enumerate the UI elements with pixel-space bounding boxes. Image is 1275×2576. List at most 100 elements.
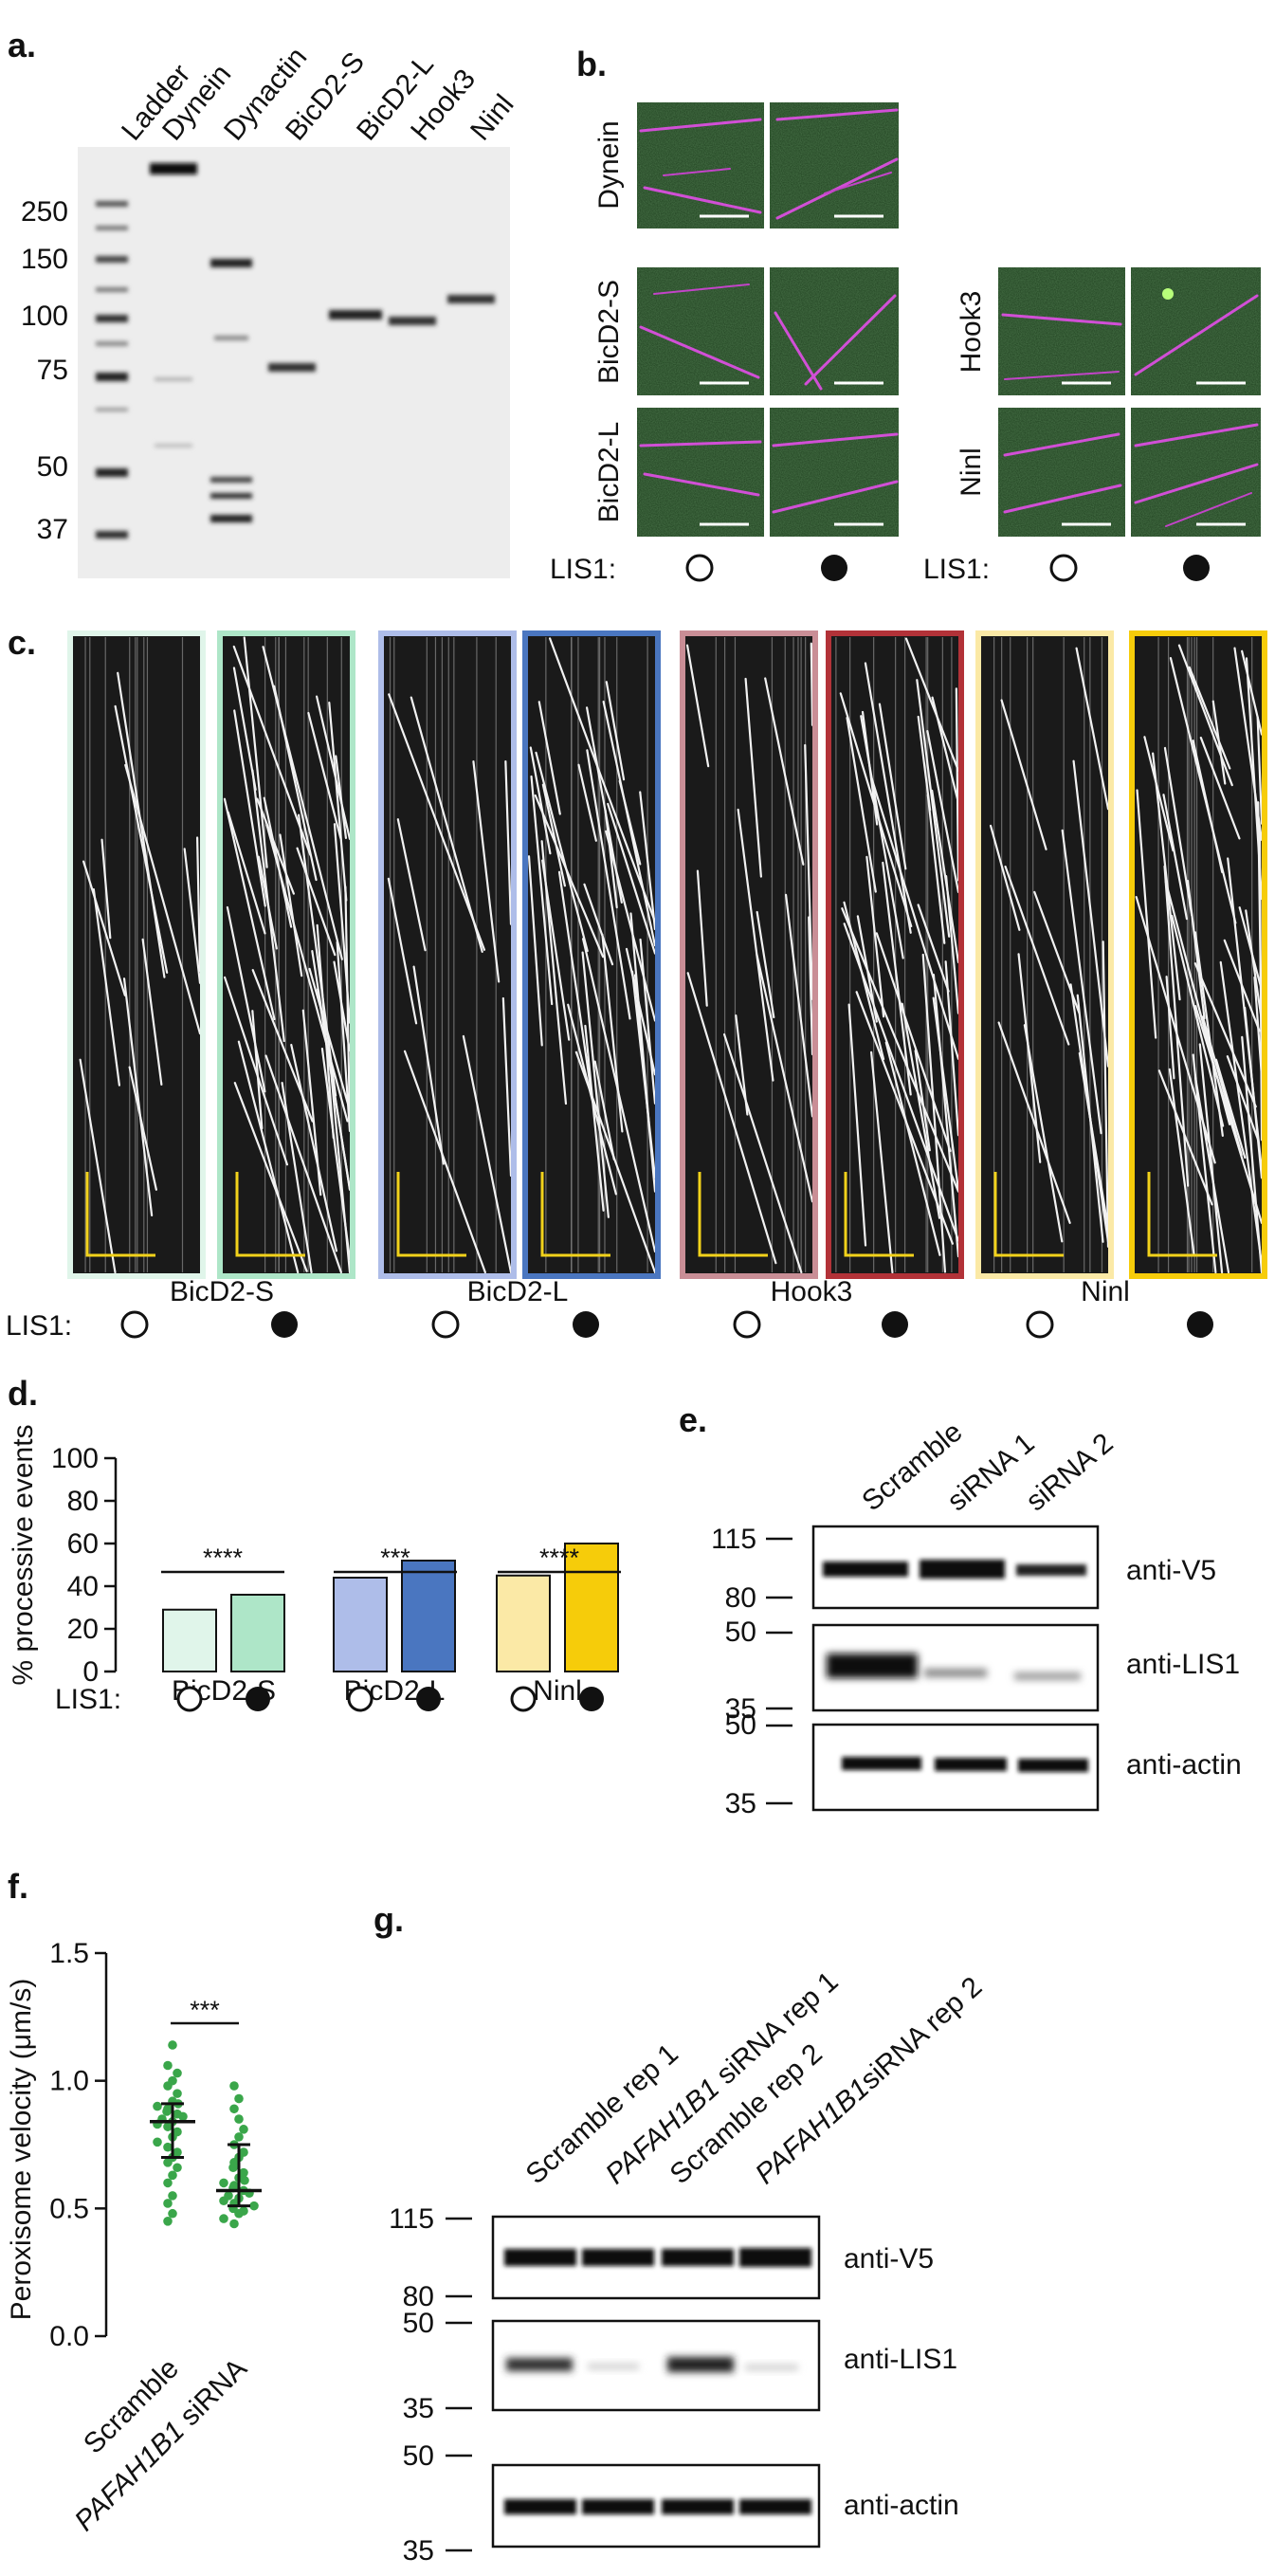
data-point [153, 2137, 162, 2147]
kymo-run [122, 977, 154, 1217]
lis1-absent-icon [120, 1310, 149, 1339]
kymo-run [396, 818, 427, 952]
antibody-label: anti-actin [844, 2490, 959, 2521]
kymograph-frame [680, 630, 818, 1279]
tirf-scale-bars [700, 214, 1246, 526]
kymo-run [387, 877, 418, 1025]
kymo-run [584, 1024, 605, 1212]
kymo-run [251, 769, 285, 1043]
kymo-run [1075, 647, 1110, 811]
kymo-run [297, 813, 337, 1097]
chart-category-label: Ninl [533, 1675, 582, 1707]
kymo-run [808, 916, 814, 1056]
kymo-run [914, 1050, 931, 1152]
kymo-run [605, 830, 657, 1022]
data-point [173, 2109, 182, 2119]
panel-f-label: f. [8, 1867, 28, 1906]
kymograph [70, 633, 203, 1276]
kymo-run [583, 883, 614, 966]
lis1-absent-icon [1026, 1310, 1054, 1339]
kymo-scale-bar [1147, 1172, 1217, 1257]
kymo-run [403, 1050, 486, 1274]
bar [333, 1577, 388, 1672]
lis1-present-icon [882, 1311, 908, 1338]
data-point [239, 2167, 248, 2178]
kymo-run [232, 645, 312, 856]
lis1-absent-icon [1049, 554, 1078, 582]
kymo-run [1165, 976, 1175, 1080]
kymo-run [336, 941, 352, 1133]
blot-mw-labels: 115 80 50 35 50 35 [711, 1524, 756, 1819]
mw-marker: 50 [725, 1617, 756, 1648]
kymographs [67, 630, 1267, 1279]
lis1-present-icon [416, 1687, 441, 1711]
kymo-run [412, 965, 445, 1165]
kymograph-frame [975, 630, 1114, 1279]
mw-marker: 50 [725, 1709, 756, 1741]
mw-marker: 80 [725, 1582, 756, 1614]
panel-e-label: e. [679, 1400, 707, 1439]
lis1-label: LIS1: [923, 554, 990, 585]
kymo-run [472, 760, 501, 983]
kymo-run [541, 783, 566, 887]
kymo-run [141, 938, 163, 1086]
mw-marker: 50 [403, 2440, 434, 2472]
kymo-run [1171, 914, 1225, 1127]
kymo-run [639, 938, 657, 1105]
data-point [168, 2208, 177, 2219]
kymo-group-label: BicD2-L [467, 1276, 569, 1307]
panel-e: e. Scramble siRNA 1 siRNA 2 [679, 1400, 1242, 1819]
kymo-run [344, 886, 352, 1125]
bar [496, 1574, 551, 1672]
kymo-run [625, 947, 657, 1076]
chart-y-axis: 0 20 40 60 80 100 [51, 1443, 118, 1688]
mw-marker: 50 [37, 451, 68, 483]
kymo-run [328, 702, 348, 902]
kymo-run [944, 960, 960, 1137]
kymo-run [1199, 736, 1241, 840]
y-tick-label: 1.0 [49, 2066, 89, 2097]
kymo-run [1017, 953, 1042, 1163]
kymo-run [686, 972, 777, 1265]
kymo-run [530, 775, 554, 1006]
data-point [163, 2217, 173, 2226]
kymo-run [784, 893, 814, 1118]
mw-marker: 50 [403, 2308, 434, 2339]
kymo-run [932, 996, 960, 1192]
kymo-run [870, 777, 960, 1060]
data-point [173, 2068, 182, 2078]
data-point [219, 2178, 228, 2188]
kymo-run [870, 1050, 894, 1274]
kymo-run [100, 838, 112, 940]
lis1-label: LIS1: [6, 1310, 72, 1342]
lis1-absent-icon [685, 554, 714, 582]
kymograph-frame [826, 630, 964, 1279]
kymo-run [227, 811, 266, 935]
kymo-run [117, 671, 166, 978]
mw-marker: 35 [403, 2393, 434, 2424]
mw-marker: 250 [21, 196, 68, 228]
data-point [173, 2127, 182, 2137]
kymo-run [1244, 1006, 1264, 1179]
panel-b: b. [550, 45, 1261, 585]
kymo-scale-bar [993, 1172, 1064, 1257]
tirf-row-label: Ninl [956, 448, 987, 497]
kymo-scale-bar [85, 1172, 155, 1257]
data-point [239, 2125, 248, 2134]
blot-lane-labels: Scramble siRNA 1 siRNA 2 [856, 1416, 1119, 1518]
kymo-run [1177, 644, 1233, 787]
kymo-run [1198, 1043, 1224, 1274]
mw-marker: 37 [37, 514, 68, 545]
chart-points [153, 2040, 259, 2229]
kymo-run [92, 887, 121, 1087]
panel-f: f. Peroxisome velocity (μm/s) 0.0 0.5 1.0 1… [6, 1867, 262, 2537]
y-tick-label: 80 [67, 1486, 99, 1517]
kymo-run [810, 642, 814, 726]
tirf-row-label: BicD2-L [593, 422, 625, 523]
kymo-run [504, 759, 513, 925]
kymo-run [989, 824, 1021, 931]
kymo-run [281, 1081, 313, 1274]
kymo-run [1186, 880, 1206, 1020]
blot-antibody-labels: anti-V5 anti-LIS1 anti-actin [844, 2243, 959, 2521]
kymo-run [243, 636, 268, 868]
